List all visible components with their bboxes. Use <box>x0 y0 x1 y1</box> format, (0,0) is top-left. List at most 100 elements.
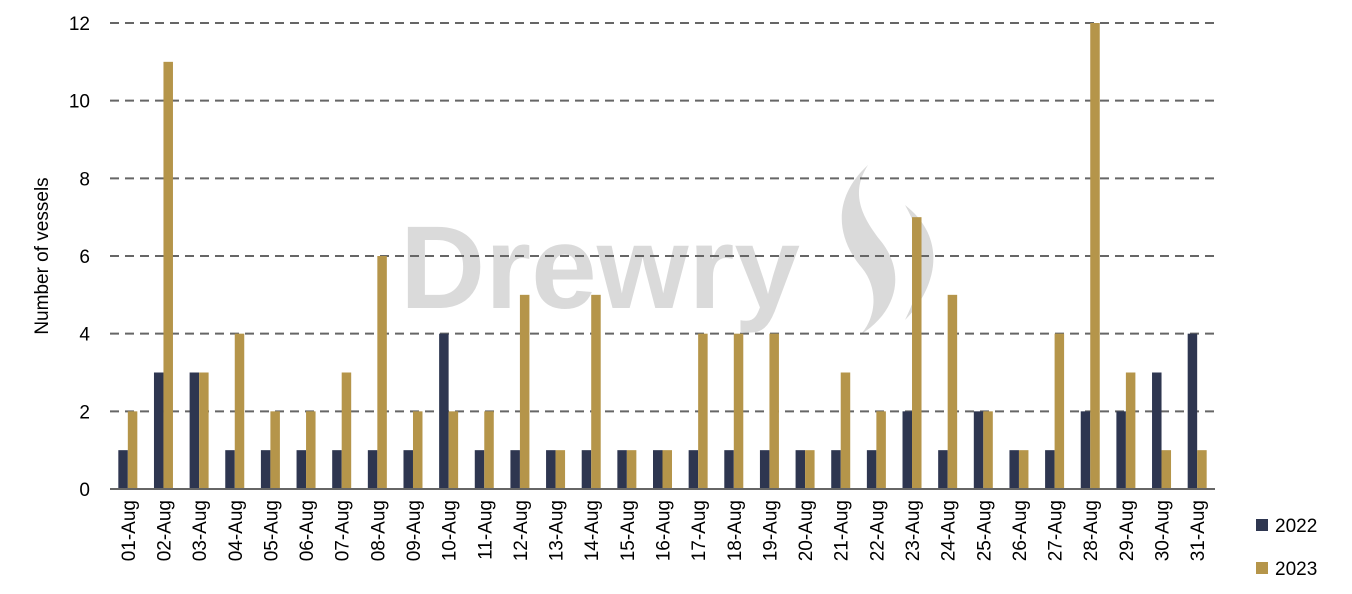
watermark-logo <box>841 165 934 335</box>
bar <box>270 411 280 489</box>
y-tick-label: 10 <box>69 92 90 113</box>
legend-label: 2023 <box>1275 559 1317 580</box>
bar <box>1152 372 1162 489</box>
bar <box>199 372 209 489</box>
legend-label: 2022 <box>1275 516 1317 537</box>
bar <box>938 450 948 489</box>
bar <box>439 333 449 489</box>
bar <box>698 333 708 489</box>
bar <box>341 372 352 489</box>
x-tick-label: 29-Aug <box>1117 500 1138 561</box>
x-tick-label: 27-Aug <box>1046 500 1067 561</box>
y-axis-label: Number of vessels <box>32 177 53 334</box>
x-tick-label: 14-Aug <box>582 500 603 561</box>
x-tick-label: 22-Aug <box>867 500 888 561</box>
x-tick-label: 05-Aug <box>261 500 282 561</box>
bar <box>127 411 138 489</box>
x-tick-label: 23-Aug <box>903 500 924 561</box>
bar <box>983 411 993 489</box>
x-tick-label: 11-Aug <box>475 500 496 560</box>
bar <box>1045 450 1055 489</box>
y-tick-label: 2 <box>79 402 90 423</box>
bar <box>234 333 245 489</box>
x-tick-label: 31-Aug <box>1188 500 1209 561</box>
x-tick-label: 10-Aug <box>440 500 461 561</box>
bar <box>912 217 922 489</box>
bar <box>296 450 307 489</box>
bar <box>546 450 556 489</box>
x-tick-label: 19-Aug <box>760 500 781 561</box>
bar <box>759 450 770 489</box>
bar <box>876 411 886 489</box>
bar <box>795 450 806 489</box>
bar <box>260 450 271 489</box>
bar <box>1125 372 1136 489</box>
bar <box>662 450 672 489</box>
legend-swatch <box>1256 519 1268 531</box>
bar <box>866 450 877 489</box>
x-tick-label: 16-Aug <box>654 500 675 561</box>
x-tick-label: 24-Aug <box>939 500 960 561</box>
bar <box>163 61 173 489</box>
bar <box>724 450 734 489</box>
bar <box>1080 411 1091 489</box>
x-tick-label: 09-Aug <box>404 500 425 561</box>
bar <box>448 411 459 489</box>
x-tick-label: 12-Aug <box>511 500 532 561</box>
bar <box>1197 450 1207 489</box>
bar <box>377 256 387 489</box>
x-tick-label: 15-Aug <box>618 500 639 561</box>
x-tick-label: 06-Aug <box>297 500 318 561</box>
bar <box>412 411 423 489</box>
x-tick-label: 28-Aug <box>1081 500 1102 561</box>
bar <box>653 450 663 489</box>
bar <box>510 450 520 489</box>
x-tick-label: 25-Aug <box>974 500 995 561</box>
x-tick-label: 20-Aug <box>796 500 817 561</box>
bar <box>591 294 601 489</box>
x-tick-label: 07-Aug <box>333 500 354 561</box>
x-tick-label: 08-Aug <box>368 500 389 561</box>
bar <box>189 372 200 489</box>
bar <box>403 450 413 489</box>
x-tick-label: 13-Aug <box>547 500 568 561</box>
x-tick-label: 18-Aug <box>725 500 746 561</box>
x-tick-label: 04-Aug <box>226 500 247 561</box>
y-tick-label: 0 <box>79 480 90 501</box>
bar <box>733 333 744 489</box>
bar <box>831 450 841 489</box>
y-tick-label: 4 <box>79 325 90 346</box>
y-tick-label: 6 <box>79 247 90 268</box>
bar <box>118 450 128 489</box>
bar <box>973 411 984 489</box>
bar <box>1187 333 1198 489</box>
bar <box>626 450 637 489</box>
bar <box>519 294 530 489</box>
bar <box>225 450 235 489</box>
x-tick-label: 21-Aug <box>832 500 853 561</box>
x-tick-label: 30-Aug <box>1153 500 1174 561</box>
bar <box>1090 23 1100 489</box>
x-tick-label: 03-Aug <box>190 500 211 561</box>
bar <box>1161 450 1172 489</box>
bar <box>805 450 815 489</box>
bar <box>581 450 592 489</box>
bar <box>1054 333 1065 489</box>
bar <box>484 411 494 489</box>
x-tick-label: 17-Aug <box>689 500 710 561</box>
bar <box>367 450 378 489</box>
bar <box>1009 450 1019 489</box>
bar <box>840 372 851 489</box>
bar <box>332 450 342 489</box>
x-tick-label: 02-Aug <box>154 500 175 561</box>
bar <box>474 450 485 489</box>
bar <box>306 411 316 489</box>
bar <box>902 411 913 489</box>
y-tick-label: 12 <box>69 14 90 35</box>
bar <box>1116 411 1126 489</box>
bar <box>688 450 699 489</box>
x-tick-label: 26-Aug <box>1010 500 1031 561</box>
bar <box>947 294 958 489</box>
bar <box>1018 450 1029 489</box>
